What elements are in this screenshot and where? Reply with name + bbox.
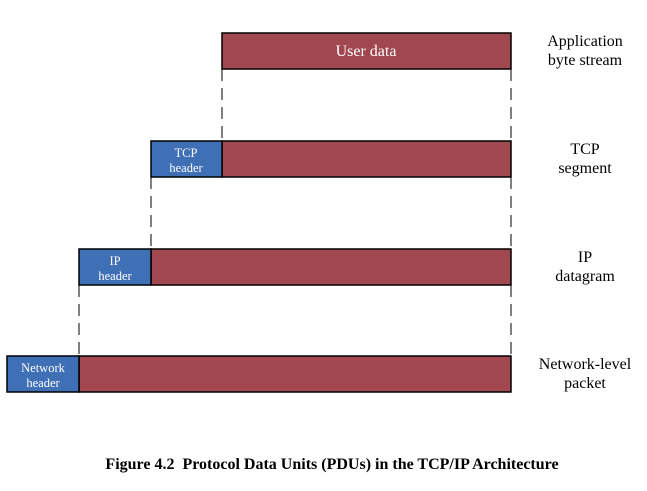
tcp-header-box [150, 140, 223, 178]
ip-layer: IP header IP datagram [78, 248, 615, 286]
application-layer: User data Application byte stream [221, 32, 623, 70]
guide-lines [78, 69, 512, 356]
network-layer: Network header Network-level packet [6, 355, 632, 393]
network-header-label-line2: header [26, 376, 60, 390]
network-header-label-line1: Network [21, 361, 65, 375]
ip-label-line1: IP [578, 249, 592, 266]
network-label-line1: Network-level [539, 356, 632, 373]
tcp-header-label-line2: header [169, 161, 203, 175]
application-label-line1: Application [547, 33, 623, 50]
tcp-layer: TCP header TCP segment [150, 140, 612, 178]
tcp-label-line1: TCP [570, 141, 599, 158]
application-label-line2: byte stream [548, 52, 623, 69]
user-data-box [221, 32, 512, 70]
network-payload-box [78, 355, 512, 393]
network-label-line2: packet [564, 375, 606, 392]
ip-header-label-line1: IP [109, 254, 120, 268]
tcp-header-label-line1: TCP [175, 146, 198, 160]
ip-header-box [78, 248, 152, 286]
user-data-label: User data [336, 43, 397, 60]
tcp-label-line2: segment [558, 160, 612, 177]
ip-label-line2: datagram [555, 268, 615, 285]
tcp-payload-box [221, 140, 512, 178]
ip-payload-box [150, 248, 512, 286]
network-header-box [6, 355, 80, 393]
figure-caption: Figure 4.2 Protocol Data Units (PDUs) in… [105, 456, 558, 473]
ip-header-label-line2: header [98, 269, 132, 283]
